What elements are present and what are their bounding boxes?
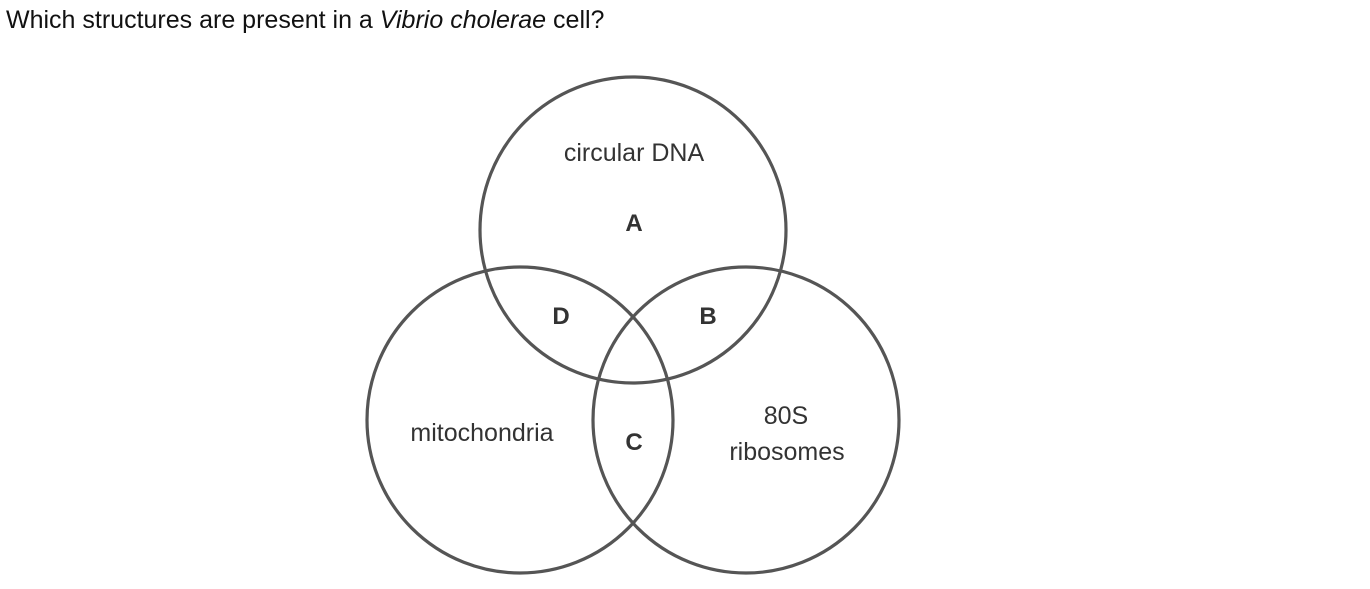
question-text-end: cell? [546,6,605,34]
region-label-a: A [625,210,642,237]
question-text: Which structures are present in a Vibrio… [6,4,604,36]
region-label-d: D [552,303,569,330]
circle-80s-ribosomes [591,265,901,575]
question-text-start: Which structures are present in a [6,6,380,34]
circle-mitochondria [365,265,675,575]
set-label-ribosomes: ribosomes [729,438,844,466]
species-name: Vibrio cholerae [379,6,547,34]
region-label-c: C [625,429,642,456]
set-label-80s: 80S [764,402,808,430]
circle-circular-dna [478,75,788,385]
set-label-circular-dna: circular DNA [564,139,705,167]
set-label-mitochondria: mitochondria [410,419,553,447]
region-label-b: B [699,303,716,330]
